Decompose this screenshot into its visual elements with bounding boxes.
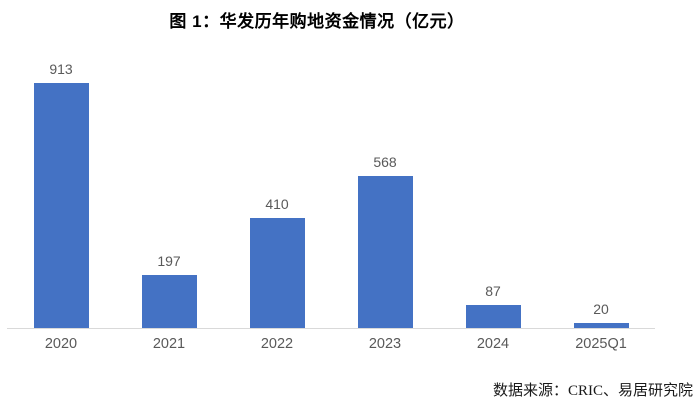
bar-value-label: 568: [373, 153, 397, 170]
bar: [249, 218, 305, 328]
bar: [33, 83, 89, 328]
bar-value-label: 87: [485, 282, 501, 299]
bar-value-label: 20: [593, 300, 609, 317]
bar: [573, 322, 629, 328]
chart-title: 图 1：华发历年购地资金情况（亿元）: [169, 12, 465, 31]
x-axis-line: [7, 328, 655, 329]
bar: [465, 304, 521, 328]
bar-value-label: 913: [49, 61, 73, 77]
x-axis-tick-label: 2022: [260, 336, 294, 352]
data-source: 数据来源：CRIC、易居研究院: [492, 383, 693, 399]
x-axis-tick-label: 2021: [152, 336, 186, 352]
bar: [357, 175, 413, 328]
bar-value-label: 410: [265, 196, 289, 212]
bar-value-label: 197: [157, 253, 181, 270]
bar: [141, 275, 197, 328]
x-axis-tick-label: 2025Q1: [575, 336, 627, 352]
x-axis-tick-label: 2023: [368, 336, 402, 352]
x-axis-tick-label: 2024: [476, 336, 510, 352]
x-axis-tick-label: 2020: [44, 336, 78, 352]
